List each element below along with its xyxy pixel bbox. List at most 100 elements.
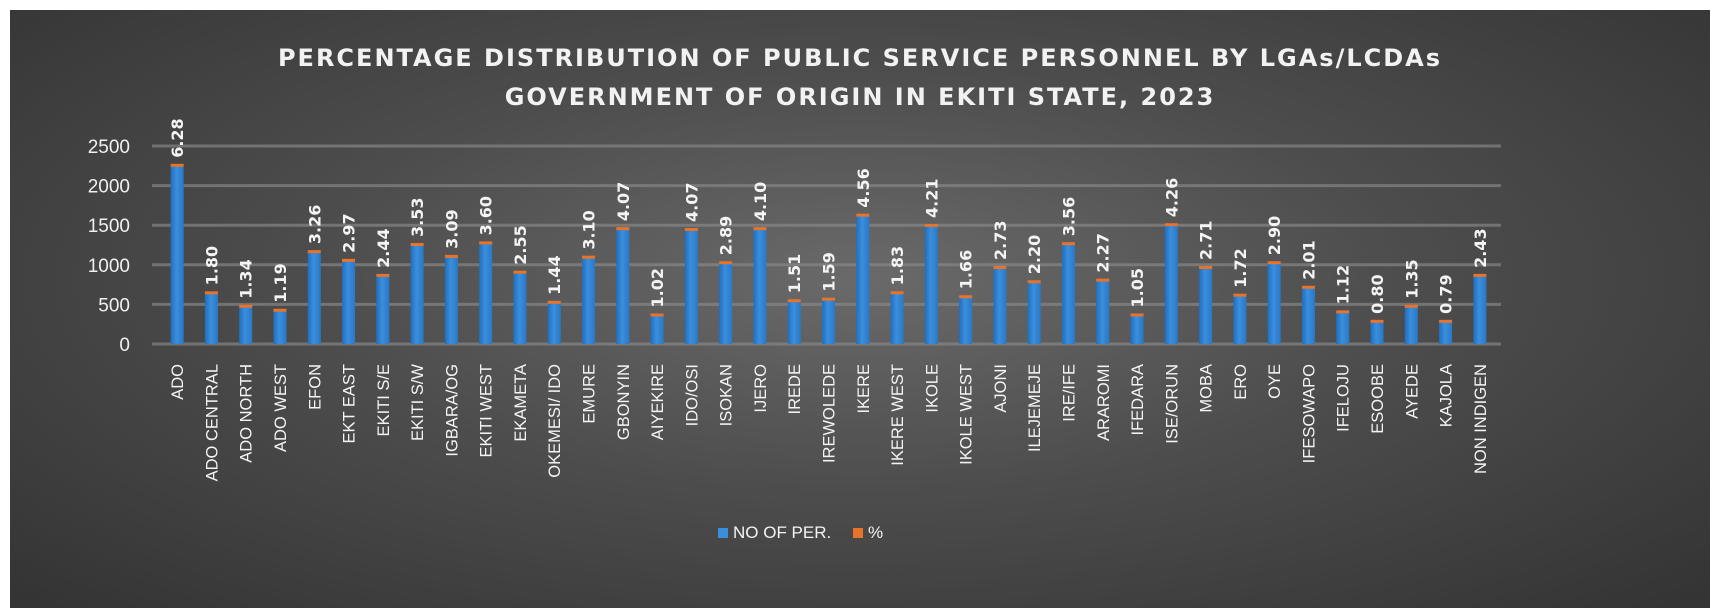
x-tick-label: ADO WEST bbox=[272, 364, 290, 452]
percent-bar bbox=[787, 299, 801, 303]
data-label: 2.27 bbox=[1094, 233, 1113, 272]
percent-bar bbox=[1336, 310, 1350, 314]
percent-bar bbox=[890, 291, 904, 295]
bar bbox=[1130, 315, 1144, 344]
percent-bar bbox=[1096, 278, 1110, 282]
x-tick-label: ADO CENTRAL bbox=[203, 364, 221, 481]
bar bbox=[1439, 321, 1453, 344]
data-label: 2.89 bbox=[717, 216, 736, 255]
bar bbox=[1027, 282, 1041, 344]
percent-bar bbox=[342, 258, 356, 262]
bar bbox=[1061, 244, 1075, 344]
data-label: 3.10 bbox=[580, 210, 599, 249]
chart-subtitle: GOVERNMENT OF ORIGIN IN EKITI STATE, 202… bbox=[505, 83, 1216, 111]
bar bbox=[204, 293, 218, 344]
percent-bar bbox=[1473, 273, 1487, 277]
percent-bar bbox=[822, 297, 835, 301]
data-label: 1.12 bbox=[1334, 265, 1353, 304]
bar bbox=[239, 306, 253, 344]
x-tick-label: IREWOLEDE bbox=[821, 364, 839, 463]
x-tick-label: EKITI S/W bbox=[409, 364, 427, 441]
bar bbox=[170, 165, 184, 344]
x-tick-label: EKITI WEST bbox=[478, 364, 496, 458]
x-tick-label: AIYEKIRE bbox=[649, 364, 667, 440]
x-tick-label: IKOLE WEST bbox=[958, 364, 976, 465]
percent-bar bbox=[513, 270, 527, 274]
x-tick-label: ARAROMI bbox=[1095, 364, 1113, 441]
x-tick-label: EKT EAST bbox=[341, 364, 359, 443]
x-tick-label: IDO/OSI bbox=[683, 364, 701, 426]
data-label: 1.59 bbox=[820, 252, 839, 291]
bar bbox=[307, 252, 321, 344]
bar bbox=[1233, 295, 1247, 344]
percent-bar bbox=[1439, 319, 1453, 323]
percent-bar bbox=[1301, 285, 1315, 289]
bar bbox=[342, 260, 356, 344]
x-tick-label: ADO NORTH bbox=[238, 364, 256, 463]
x-axis: ADO ADO CENTRAL ADO NORTH ADO WEST EFON EKT E… bbox=[169, 364, 1490, 482]
y-axis: 0 500 1000 1500 2000 2500 bbox=[88, 137, 130, 356]
percent-bar bbox=[239, 304, 253, 308]
bar bbox=[547, 302, 561, 344]
data-label: 4.56 bbox=[854, 168, 873, 207]
x-tick-label: IFEDARA bbox=[1129, 364, 1147, 436]
bar-chart: PERCENTAGE DISTRIBUTION OF PUBLIC SERVIC… bbox=[88, 44, 1501, 542]
percent-bar bbox=[307, 250, 321, 254]
x-tick-label: EKAMETA bbox=[512, 364, 530, 442]
data-label: 2.43 bbox=[1471, 228, 1490, 267]
bar bbox=[650, 315, 664, 344]
percent-bar bbox=[1199, 265, 1213, 269]
data-label: 4.07 bbox=[614, 182, 633, 221]
y-tick-label: 0 bbox=[119, 335, 130, 356]
bar bbox=[753, 229, 767, 344]
legend: NO OF PER. % bbox=[718, 523, 883, 542]
x-tick-label: GBONYIN bbox=[615, 364, 633, 440]
data-label: 2.97 bbox=[340, 213, 359, 252]
bar bbox=[959, 297, 973, 344]
percent-bar bbox=[1233, 293, 1247, 297]
percent-bar bbox=[753, 227, 767, 231]
chart-title: PERCENTAGE DISTRIBUTION OF PUBLIC SERVIC… bbox=[278, 44, 1442, 72]
bar bbox=[1267, 263, 1281, 344]
bar bbox=[1301, 287, 1315, 344]
percent-bar bbox=[856, 213, 870, 217]
percent-bar bbox=[273, 308, 287, 312]
percent-bar bbox=[650, 313, 664, 317]
percent-bar bbox=[719, 261, 733, 265]
x-tick-label: ISE/ORUN bbox=[1163, 364, 1181, 444]
data-label: 1.35 bbox=[1402, 259, 1421, 298]
data-label: 3.26 bbox=[305, 205, 324, 244]
percent-bar bbox=[1061, 242, 1075, 246]
percent-bar bbox=[924, 223, 938, 227]
bar bbox=[822, 299, 835, 344]
y-tick-label: 2000 bbox=[88, 177, 130, 198]
percent-bar bbox=[993, 265, 1007, 269]
x-tick-label: AYEDE bbox=[1403, 364, 1421, 419]
bar bbox=[890, 293, 904, 344]
x-tick-label: OYE bbox=[1266, 364, 1284, 399]
x-tick-label: ERO bbox=[1232, 364, 1250, 400]
data-label: 1.05 bbox=[1128, 268, 1147, 307]
legend-label-percent: % bbox=[868, 523, 883, 542]
y-tick-label: 2500 bbox=[88, 137, 130, 158]
percent-bar bbox=[616, 227, 630, 231]
x-tick-label: EMURE bbox=[581, 364, 599, 424]
data-label: 4.26 bbox=[1162, 178, 1181, 217]
bars bbox=[170, 163, 1487, 344]
x-tick-label: ILEJEMEJE bbox=[1026, 364, 1044, 452]
legend-swatch-percent bbox=[853, 528, 863, 538]
bar bbox=[479, 243, 493, 344]
percent-bar bbox=[1027, 280, 1041, 284]
percent-bar bbox=[1164, 223, 1178, 227]
bar bbox=[444, 256, 458, 344]
x-tick-label: IREDE bbox=[786, 364, 804, 414]
data-label: 3.53 bbox=[408, 198, 427, 237]
chart-frame: PERCENTAGE DISTRIBUTION OF PUBLIC SERVIC… bbox=[10, 10, 1710, 608]
bar bbox=[1404, 306, 1418, 344]
x-tick-label: IFESOWAPO bbox=[1300, 364, 1318, 463]
x-tick-label: IFELOJU bbox=[1335, 364, 1353, 432]
data-label: 1.72 bbox=[1231, 248, 1250, 287]
bar bbox=[924, 225, 938, 344]
percent-bar bbox=[684, 227, 698, 231]
data-label: 2.55 bbox=[511, 225, 530, 264]
